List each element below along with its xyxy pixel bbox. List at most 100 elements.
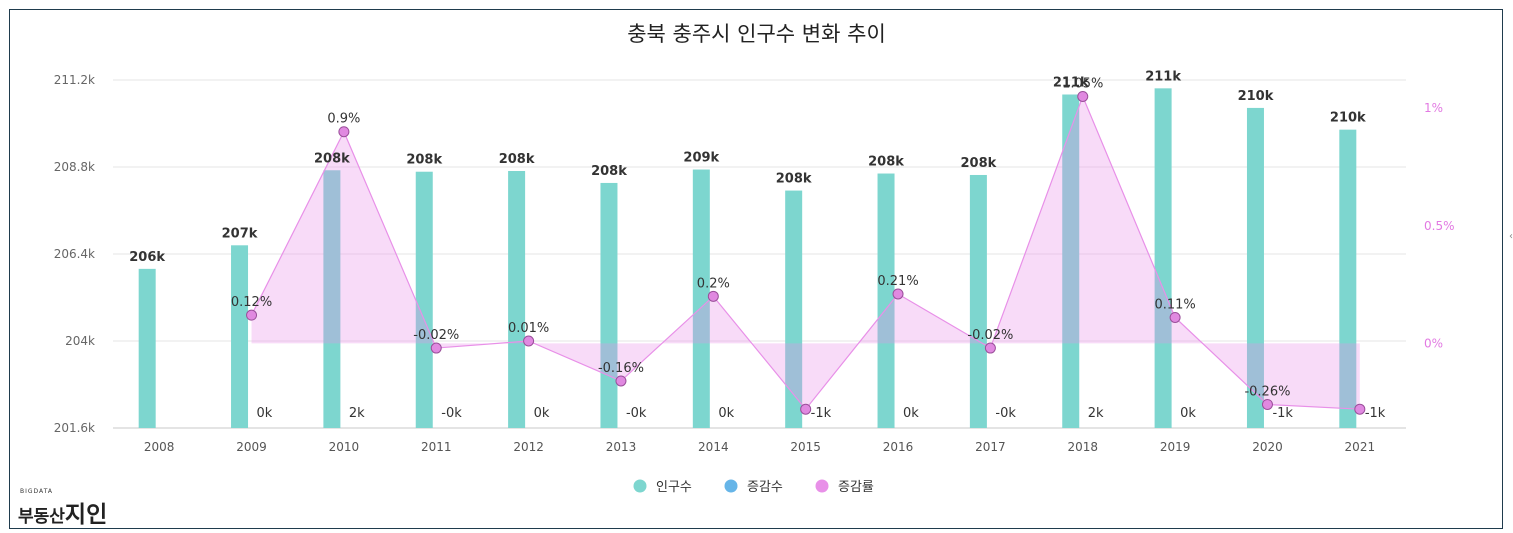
rate-point xyxy=(984,342,996,354)
rate-point xyxy=(1077,90,1089,102)
change-count-label: 0k xyxy=(718,406,734,421)
population-bar xyxy=(1062,94,1080,428)
rate-label: 0.01% xyxy=(508,321,549,336)
x-tick-label: 2021 xyxy=(1345,440,1376,454)
x-tick-label: 2020 xyxy=(1252,440,1283,454)
population-bar xyxy=(785,190,803,428)
y-left-tick-label: 206.4k xyxy=(54,247,95,261)
logo-text-big: 지인 xyxy=(64,502,108,528)
change-count-label: 0k xyxy=(1180,406,1196,421)
logo-small-text: BIGDATA xyxy=(20,488,53,495)
population-bar xyxy=(1339,129,1357,428)
population-label: 210k xyxy=(1238,89,1274,104)
logo-text-main: 부동산 xyxy=(18,507,65,527)
x-tick-label: 2019 xyxy=(1160,440,1191,454)
y-right-tick-label: 1% xyxy=(1424,101,1443,115)
rate-label: -0.26% xyxy=(1244,384,1290,399)
rate-point xyxy=(800,403,812,415)
y-left-tick-label: 211.2k xyxy=(54,73,95,87)
population-label: 208k xyxy=(776,172,812,187)
change-count-label: 2k xyxy=(349,406,365,421)
y-right-tick-label: 0% xyxy=(1424,336,1443,350)
rate-label: -0.02% xyxy=(413,328,459,343)
x-tick-label: 2013 xyxy=(606,440,637,454)
population-label: 206k xyxy=(129,250,165,265)
change-count-label: 2k xyxy=(1088,406,1104,421)
population-label: 211k xyxy=(1053,76,1089,91)
change-count-label: -1k xyxy=(811,406,832,421)
scroll-indicator: ‹ xyxy=(1509,231,1513,242)
x-tick-label: 2018 xyxy=(1067,440,1098,454)
rate-label: 0.9% xyxy=(327,112,360,127)
logo: BIGDATA 부동산지인 xyxy=(18,488,107,529)
population-label: 208k xyxy=(960,156,996,171)
rate-label: 1.05% xyxy=(1062,76,1103,91)
rate-point xyxy=(1169,311,1181,323)
change-count-label: -1k xyxy=(1365,406,1386,421)
legend-label: 증감수 xyxy=(747,480,783,495)
population-bar xyxy=(415,171,433,428)
chart-title: 충북 충주시 인구수 변화 추이 xyxy=(627,22,886,46)
legend-label: 인구수 xyxy=(656,480,692,495)
rate-point xyxy=(707,290,719,302)
change-count-label: 0k xyxy=(534,406,550,421)
x-tick-label: 2015 xyxy=(790,440,821,454)
population-bar xyxy=(138,268,156,428)
y-left-tick-label: 204k xyxy=(65,334,95,348)
y-right-tick-label: 0.5% xyxy=(1424,219,1455,233)
rate-label: 0.12% xyxy=(231,295,272,310)
population-label: 208k xyxy=(591,164,627,179)
rate-point xyxy=(615,375,627,387)
population-bar xyxy=(600,182,618,428)
population-label: 211k xyxy=(1145,69,1181,84)
x-tick-label: 2016 xyxy=(883,440,914,454)
population-bar xyxy=(877,173,895,428)
x-tick-label: 2008 xyxy=(144,440,175,454)
population-bar xyxy=(969,174,987,428)
x-tick-label: 2011 xyxy=(421,440,452,454)
legend-label: 증감률 xyxy=(838,480,874,495)
rate-point xyxy=(246,309,258,321)
rate-point xyxy=(892,288,904,300)
rate-point xyxy=(1354,403,1366,415)
population-label: 207k xyxy=(222,226,258,241)
change-count-label: 0k xyxy=(257,406,273,421)
rate-label: -0.16% xyxy=(598,361,644,376)
rate-point xyxy=(523,335,535,347)
x-tick-label: 2014 xyxy=(698,440,729,454)
y-left-tick-label: 201.6k xyxy=(54,421,95,435)
population-bar xyxy=(1154,88,1172,429)
population-label: 208k xyxy=(868,155,904,170)
population-label: 208k xyxy=(499,152,535,167)
x-tick-label: 2017 xyxy=(975,440,1006,454)
change-count-label: -1k xyxy=(1272,406,1293,421)
change-count-label: -0k xyxy=(995,406,1016,421)
x-tick-label: 2012 xyxy=(513,440,544,454)
rate-point xyxy=(338,126,350,138)
rate-area xyxy=(251,96,1360,410)
population-label: 208k xyxy=(406,153,442,168)
x-tick-label: 2009 xyxy=(236,440,267,454)
population-bar xyxy=(231,245,249,428)
population-label: 210k xyxy=(1330,111,1366,126)
rate-label: -0.02% xyxy=(967,328,1013,343)
change-count-label: -0k xyxy=(626,406,647,421)
population-bar xyxy=(692,169,710,428)
population-bar xyxy=(508,170,526,429)
legend-marker xyxy=(724,479,738,493)
population-label: 209k xyxy=(683,151,719,166)
y-left-tick-label: 208.8k xyxy=(54,160,95,174)
rate-point xyxy=(430,342,442,354)
legend-marker xyxy=(633,479,647,493)
legend-marker xyxy=(815,479,829,493)
change-count-label: 0k xyxy=(903,406,919,421)
rate-label: 0.21% xyxy=(877,274,918,289)
x-tick-label: 2010 xyxy=(329,440,360,454)
rate-label: 0.11% xyxy=(1154,297,1195,312)
population-bar xyxy=(323,170,341,428)
population-bar xyxy=(1246,107,1264,428)
rate-label: 0.2% xyxy=(697,276,730,291)
population-label: 208k xyxy=(314,151,350,166)
logo-text: 부동산지인 xyxy=(18,502,107,528)
